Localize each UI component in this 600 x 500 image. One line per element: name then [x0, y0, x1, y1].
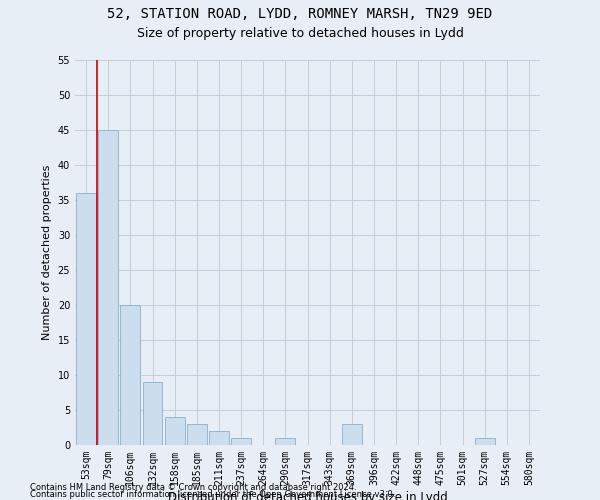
- Bar: [76, 193, 96, 445]
- Text: 52, STATION ROAD, LYDD, ROMNEY MARSH, TN29 9ED: 52, STATION ROAD, LYDD, ROMNEY MARSH, TN…: [107, 8, 493, 22]
- Y-axis label: Number of detached properties: Number of detached properties: [42, 165, 52, 340]
- Bar: [342, 424, 362, 445]
- Text: Contains public sector information licensed under the Open Government Licence v3: Contains public sector information licen…: [30, 490, 395, 499]
- Bar: [98, 130, 118, 445]
- Bar: [164, 417, 185, 445]
- Bar: [231, 438, 251, 445]
- Bar: [121, 305, 140, 445]
- Bar: [275, 438, 295, 445]
- Text: Size of property relative to detached houses in Lydd: Size of property relative to detached ho…: [137, 28, 463, 40]
- Bar: [143, 382, 163, 445]
- Bar: [187, 424, 207, 445]
- Bar: [209, 431, 229, 445]
- X-axis label: Distribution of detached houses by size in Lydd: Distribution of detached houses by size …: [167, 490, 448, 500]
- Bar: [475, 438, 494, 445]
- Text: Contains HM Land Registry data © Crown copyright and database right 2024.: Contains HM Land Registry data © Crown c…: [30, 484, 356, 492]
